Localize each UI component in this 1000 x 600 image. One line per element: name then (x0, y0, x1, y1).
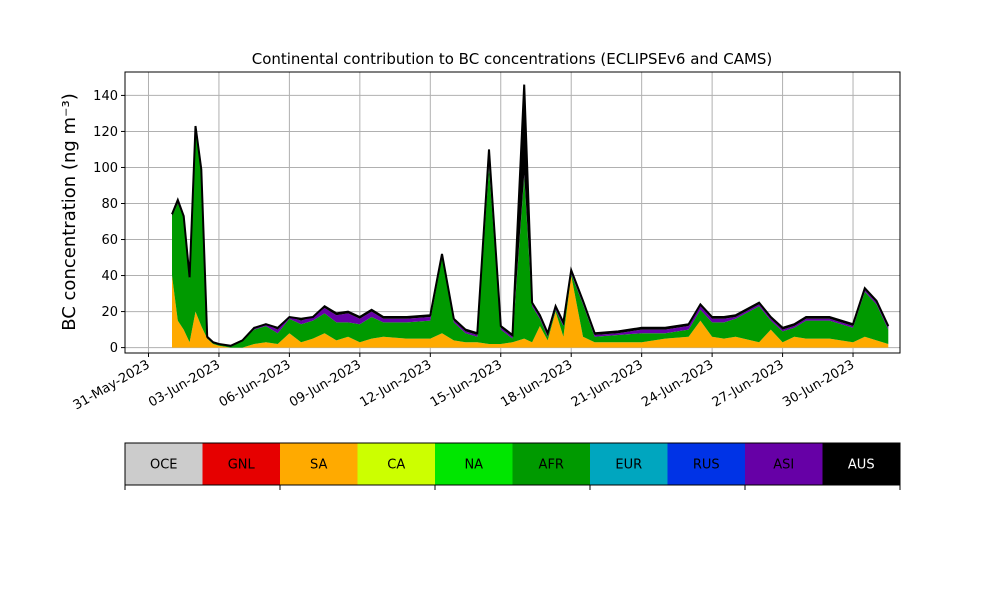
x-tick-label: 24-Jun-2023 (639, 357, 716, 410)
legend-label-rus: RUS (693, 458, 720, 473)
legend-swatch-aus (822, 443, 900, 485)
y-axis-label: BC concentration (ng m⁻³) (59, 93, 80, 331)
legend-label-na: NA (464, 458, 483, 473)
y-tick-label: 100 (93, 161, 118, 176)
total-outline (171, 84, 890, 347)
x-tick-label: 27-Jun-2023 (710, 357, 787, 410)
legend-swatch-sa (280, 443, 358, 485)
y-axis: 0 20 40 60 80 100 120 140 (93, 89, 125, 356)
legend-frame (124, 442, 901, 486)
area-sa (172, 275, 889, 348)
x-tick-label: 18-Jun-2023 (498, 357, 575, 410)
region-legend: OCE GNL SA CA NA AFR EUR RUS ASI AUS (124, 442, 901, 490)
x-tick-label: 21-Jun-2023 (569, 357, 646, 410)
legend-label-eur: EUR (615, 458, 642, 473)
legend-label-oce: OCE (150, 458, 178, 473)
x-tick-label: 12-Jun-2023 (357, 357, 434, 410)
legend-label-sa: SA (310, 458, 327, 473)
grid-lines (125, 72, 900, 353)
area-afr (172, 131, 889, 348)
x-tick-label: 03-Jun-2023 (146, 357, 223, 410)
stacked-areas (171, 84, 890, 348)
legend-swatch-ca (357, 443, 435, 485)
legend-swatch-eur (590, 443, 668, 485)
x-tick-label: 06-Jun-2023 (217, 357, 294, 410)
y-tick-label: 120 (93, 125, 118, 140)
legend-label-gnl: GNL (228, 458, 256, 473)
x-tick-label: 15-Jun-2023 (428, 357, 505, 410)
legend-swatch-oce (125, 443, 203, 485)
y-tick-label: 140 (93, 89, 118, 104)
y-tick-label: 80 (101, 197, 118, 212)
legend-label-ca: CA (387, 458, 405, 473)
x-tick-label: 31-May-2023 (71, 357, 153, 413)
legend-swatch-asi (745, 443, 823, 485)
legend-label-afr: AFR (539, 458, 564, 473)
chart-title: Continental contribution to BC concentra… (252, 50, 773, 68)
legend-swatch-gnl (202, 443, 280, 485)
legend-label-asi: ASI (773, 458, 794, 473)
y-tick-label: 40 (101, 269, 118, 284)
legend-swatch-rus (667, 443, 745, 485)
y-tick-label: 0 (110, 341, 118, 356)
x-tick-label: 30-Jun-2023 (780, 357, 857, 410)
legend-swatch-afr (512, 443, 590, 485)
y-tick-label: 60 (101, 233, 118, 248)
x-axis: 31-May-202303-Jun-202306-Jun-202309-Jun-… (71, 353, 857, 413)
x-tick-label: 09-Jun-2023 (287, 357, 364, 410)
legend-label-aus: AUS (848, 458, 875, 473)
plot-frame (124, 71, 901, 354)
y-tick-label: 20 (101, 305, 118, 320)
legend-swatch-na (435, 443, 513, 485)
